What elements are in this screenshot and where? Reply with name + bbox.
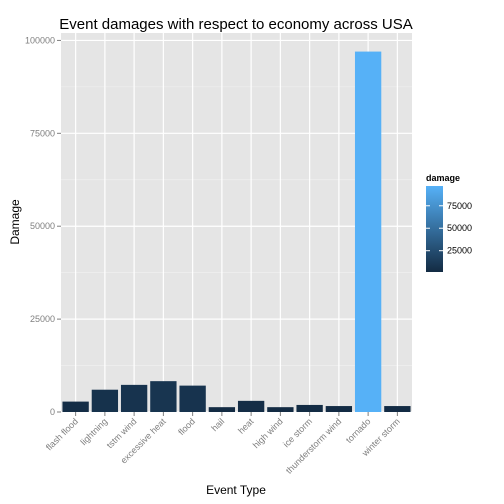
bar [120, 384, 148, 412]
bar [150, 381, 177, 412]
legend-colorbar [426, 186, 443, 272]
legend-tick-label: 75000 [447, 201, 472, 211]
bar [237, 400, 265, 412]
bar [325, 406, 353, 412]
bars [62, 51, 411, 412]
y-axis-ticks: 0 25000 50000 75000 100000 [25, 35, 61, 417]
bar [354, 51, 382, 412]
x-tick-label: hail [209, 416, 226, 433]
legend: damage 25000 50000 75000 [426, 173, 472, 272]
bar [208, 407, 236, 412]
legend-tick-label: 50000 [447, 223, 472, 233]
y-axis-title: Damage [8, 199, 22, 245]
legend-tick-label: 25000 [447, 246, 472, 256]
y-tick-label: 0 [50, 407, 55, 417]
legend-ticks: 25000 50000 75000 [426, 201, 472, 256]
x-tick-label: high wind [251, 416, 285, 450]
x-tick-label: flash flood [44, 416, 80, 452]
y-tick-label: 75000 [30, 128, 55, 138]
bar [62, 401, 89, 412]
x-tick-label: tornado [344, 416, 373, 445]
x-axis-title: Event Type [206, 483, 266, 497]
y-tick-label: 25000 [30, 314, 55, 324]
x-tick-label: thunderstorm wind [284, 416, 343, 475]
legend-title: damage [426, 173, 460, 183]
y-tick-label: 100000 [25, 35, 55, 45]
chart-title: Event damages with respect to economy ac… [59, 16, 413, 33]
bar [267, 407, 294, 412]
x-tick-label: heat [236, 416, 256, 436]
y-tick-label: 50000 [30, 221, 55, 231]
bar [179, 385, 206, 412]
plot-panel [61, 33, 412, 412]
bar [384, 406, 411, 412]
x-tick-label: flood [176, 416, 197, 437]
bar [296, 404, 323, 412]
bar [91, 389, 119, 412]
